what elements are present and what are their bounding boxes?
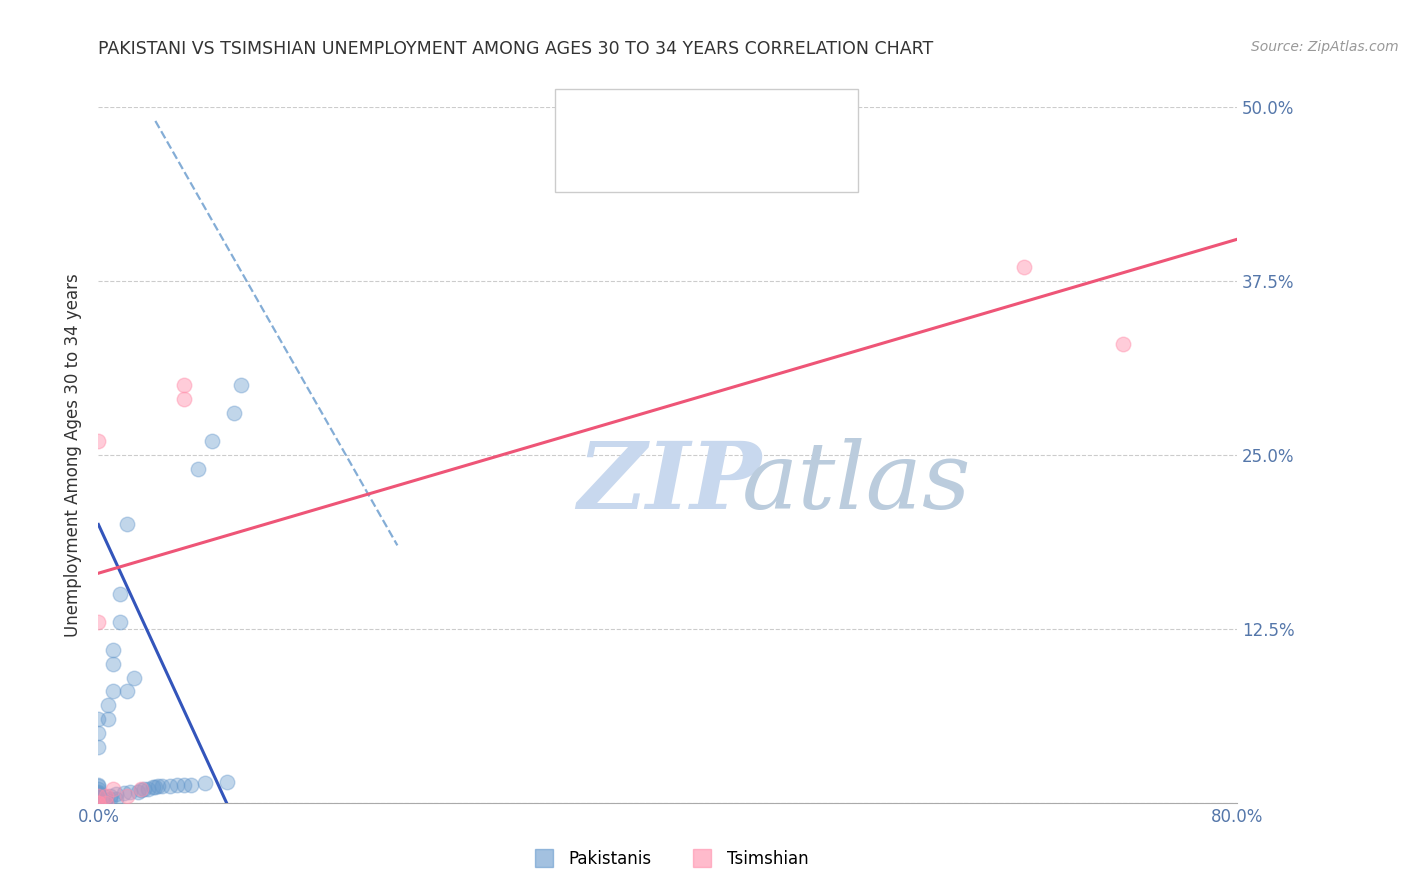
Text: Source: ZipAtlas.com: Source: ZipAtlas.com [1251, 40, 1399, 54]
Point [108, 615, 131, 629]
Point [87, 796, 110, 810]
Point [115, 789, 138, 803]
Point [101, 781, 124, 796]
Point [98, 789, 121, 803]
Point [87, 778, 110, 792]
Text: N =: N = [685, 113, 733, 131]
Point [87, 796, 110, 810]
Point [87, 791, 110, 805]
Point [87, 726, 110, 740]
Point [145, 780, 167, 795]
Legend: Pakistanis, Tsimshian: Pakistanis, Tsimshian [520, 843, 815, 874]
Point [129, 783, 152, 797]
Point [115, 517, 138, 532]
Text: ■: ■ [569, 113, 586, 131]
Y-axis label: Unemployment Among Ages 30 to 34 years: Unemployment Among Ages 30 to 34 years [63, 273, 82, 637]
Point [94, 789, 117, 803]
Point [141, 780, 163, 795]
Point [87, 796, 110, 810]
Text: 0.538: 0.538 [643, 156, 695, 174]
Point [1112, 336, 1135, 351]
Point [87, 796, 110, 810]
Point [87, 796, 110, 810]
Point [87, 712, 110, 726]
Point [87, 796, 110, 810]
Point [87, 788, 110, 802]
Text: atlas: atlas [742, 438, 972, 528]
Point [87, 781, 110, 796]
Point [194, 776, 217, 790]
Text: N =: N = [685, 156, 733, 174]
Point [112, 786, 135, 800]
Point [1012, 260, 1035, 274]
Point [87, 796, 110, 810]
Point [115, 684, 138, 698]
Point [159, 779, 181, 793]
Point [173, 378, 195, 392]
Point [97, 712, 120, 726]
Text: ■: ■ [569, 156, 586, 174]
Point [101, 657, 124, 671]
Text: R =: R = [600, 113, 637, 131]
Point [87, 434, 110, 448]
Point [173, 392, 195, 407]
Point [215, 775, 238, 789]
Point [132, 781, 155, 796]
Point [87, 789, 110, 803]
Point [87, 786, 110, 800]
Point [101, 642, 124, 657]
Point [222, 406, 245, 420]
Point [104, 788, 127, 802]
Point [122, 671, 145, 685]
Point [180, 778, 202, 792]
Point [173, 778, 195, 792]
Text: 0.566: 0.566 [643, 113, 695, 131]
Point [87, 779, 110, 793]
Point [87, 793, 110, 807]
Point [87, 785, 110, 799]
Point [87, 740, 110, 755]
Point [136, 781, 159, 796]
Point [104, 791, 127, 805]
Point [229, 378, 252, 392]
Point [97, 698, 120, 713]
Point [87, 796, 110, 810]
Point [108, 587, 131, 601]
Point [101, 684, 124, 698]
Point [98, 791, 121, 805]
Point [87, 615, 110, 629]
Point [87, 796, 110, 810]
Text: R =: R = [600, 156, 637, 174]
Point [87, 790, 110, 805]
Point [129, 781, 152, 796]
Point [94, 793, 117, 807]
Text: PAKISTANI VS TSIMSHIAN UNEMPLOYMENT AMONG AGES 30 TO 34 YEARS CORRELATION CHART: PAKISTANI VS TSIMSHIAN UNEMPLOYMENT AMON… [98, 40, 934, 58]
Text: 56: 56 [733, 113, 755, 131]
Point [94, 790, 117, 805]
Point [148, 779, 170, 793]
Point [201, 434, 224, 448]
Point [152, 779, 174, 793]
Point [94, 796, 117, 810]
Point [187, 462, 209, 476]
Point [87, 789, 110, 803]
Point [127, 785, 149, 799]
Point [118, 785, 141, 799]
Text: 14: 14 [733, 156, 755, 174]
Point [166, 778, 188, 792]
Text: ZIP: ZIP [576, 438, 761, 528]
